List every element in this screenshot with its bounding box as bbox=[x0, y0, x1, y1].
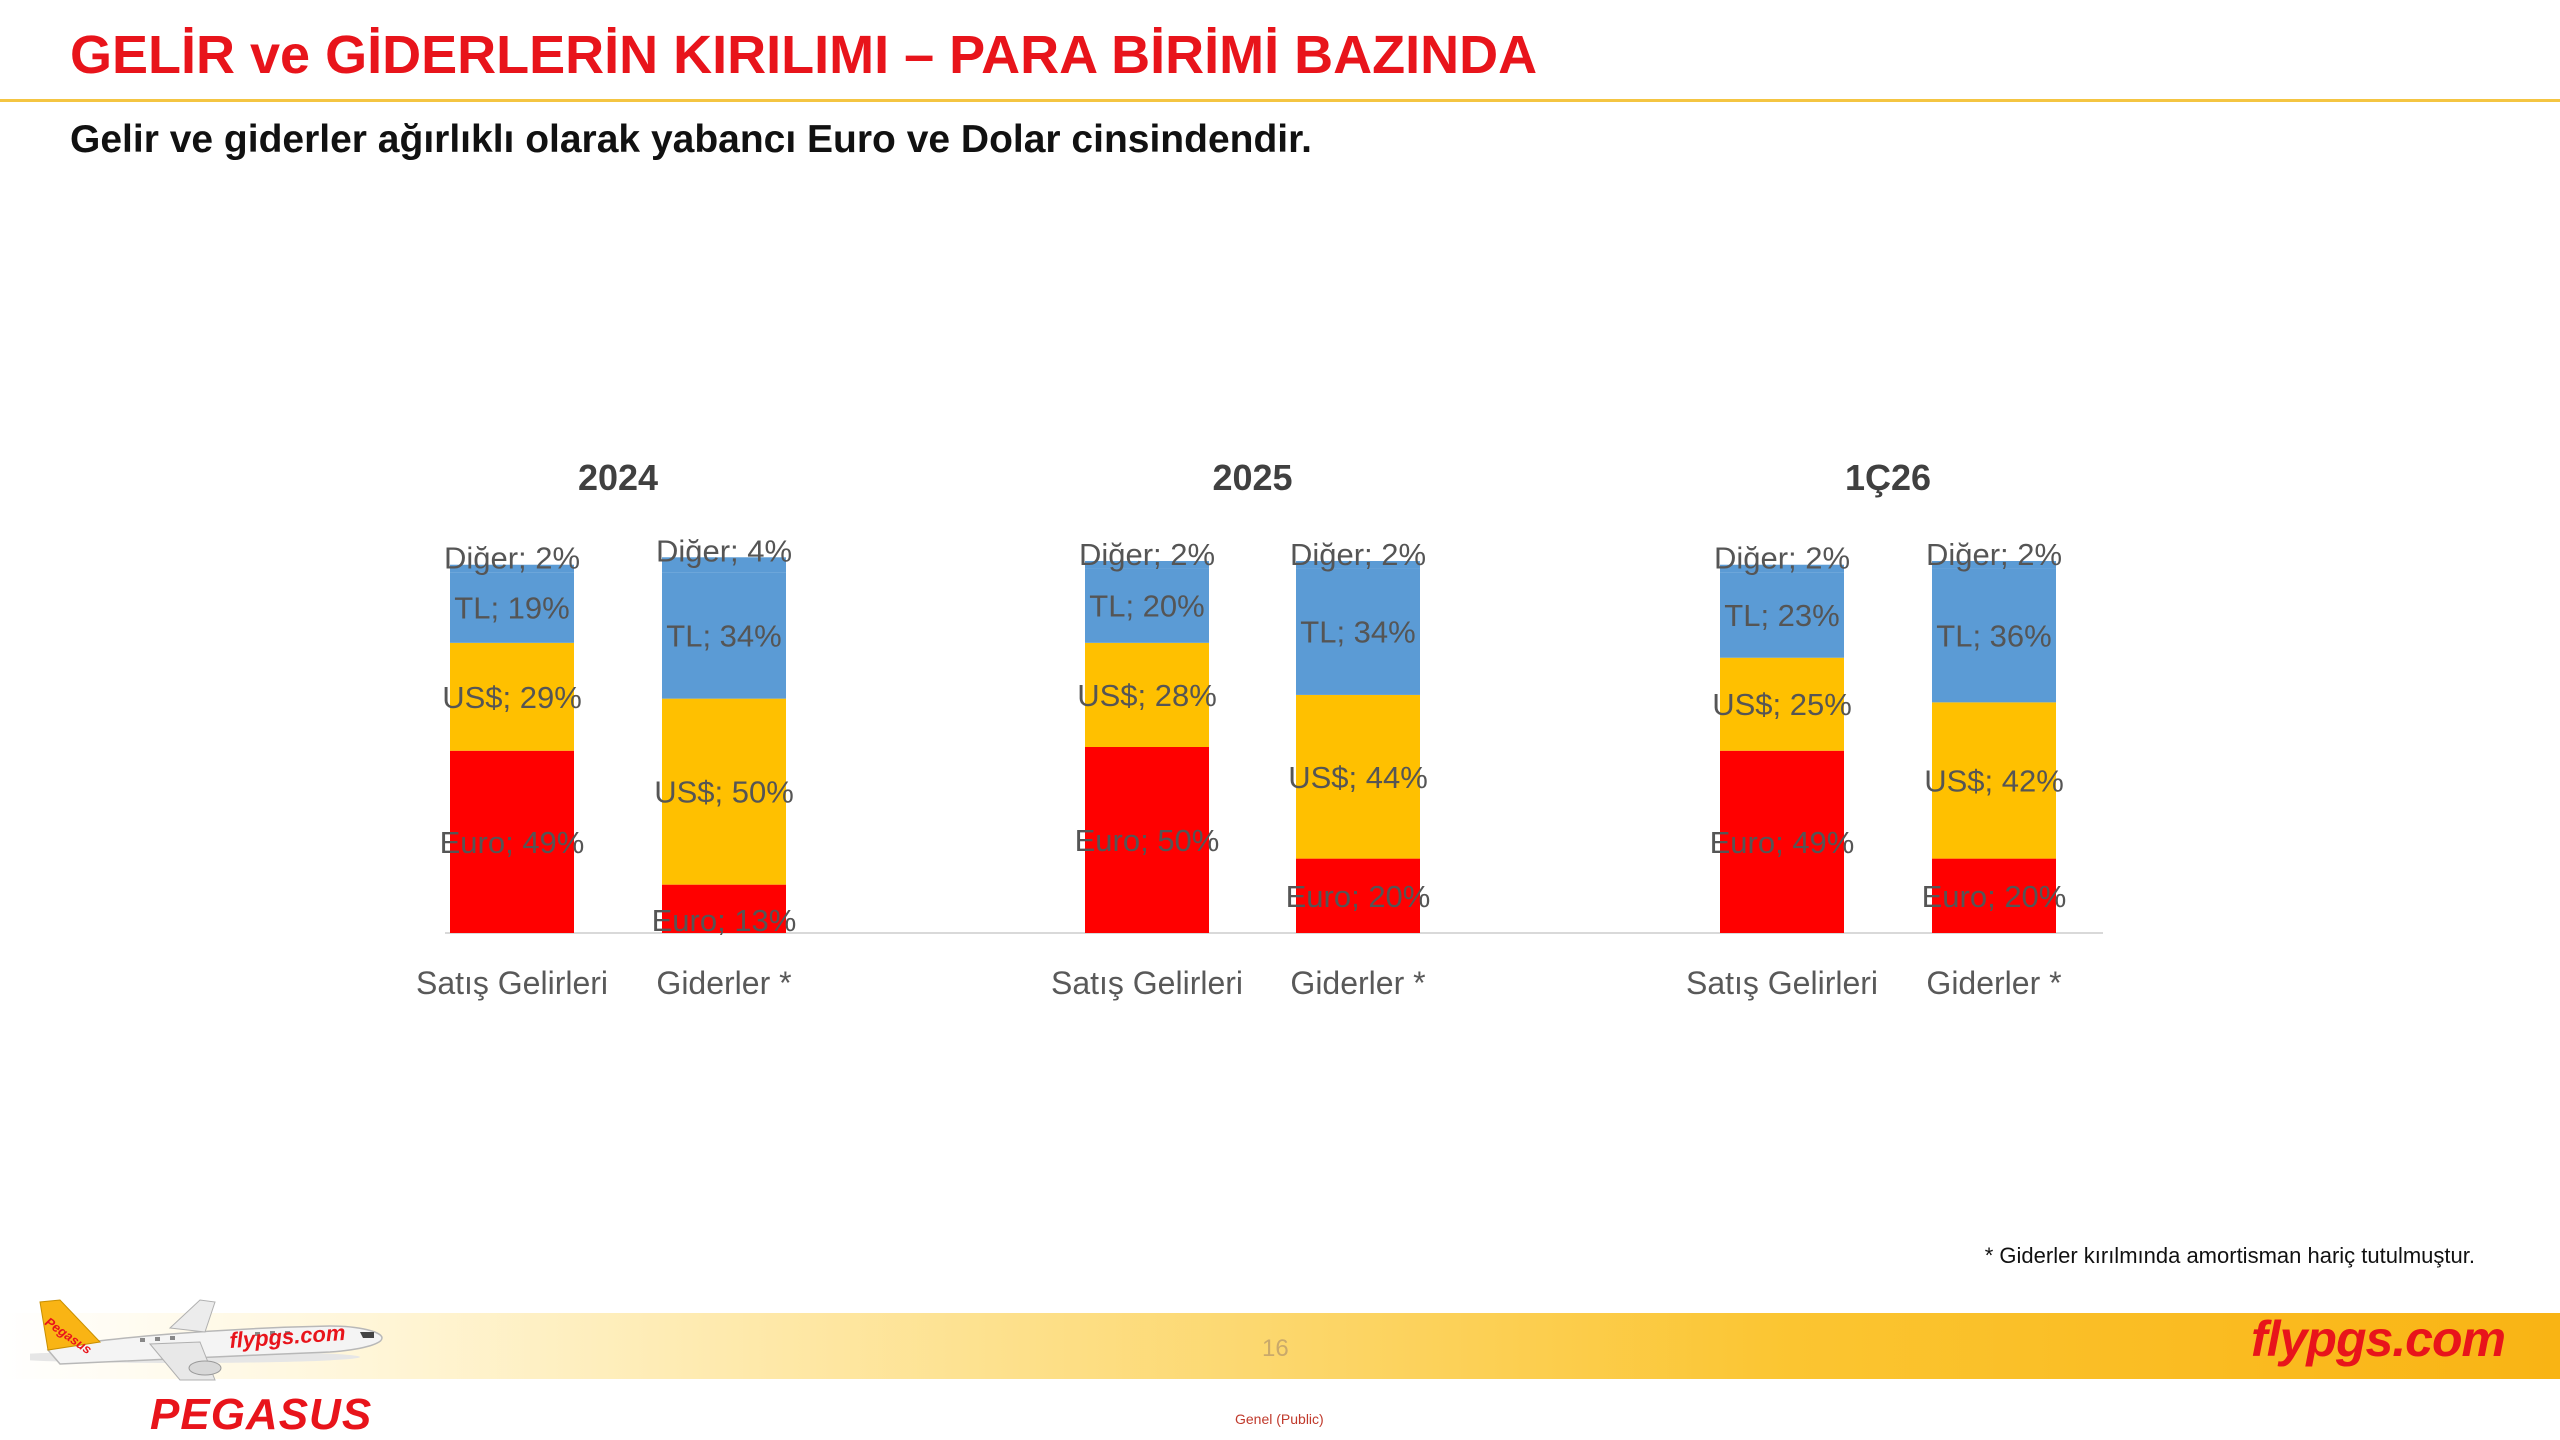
bar-segment-2024-giderler-us bbox=[662, 698, 786, 885]
bar-segment-1c26-satis-gelirleri-us bbox=[1720, 657, 1844, 751]
page-subtitle: Gelir ve giderler ağırlıklı olarak yaban… bbox=[70, 118, 1312, 161]
data-label-2024-giderler-diger: Diğer; 4% bbox=[656, 533, 792, 568]
data-label-2025-satis-gelirleri-tl: TL; 20% bbox=[1089, 589, 1204, 624]
data-label-2025-satis-gelirleri-euro: Euro; 50% bbox=[1075, 823, 1220, 858]
bar-segment-2024-giderler-diger bbox=[662, 557, 786, 573]
data-label-2025-giderler-us: US$; 44% bbox=[1288, 760, 1428, 795]
data-label-1c26-giderler-us: US$; 42% bbox=[1924, 763, 2064, 798]
bar-segment-2025-giderler-euro bbox=[1296, 858, 1420, 933]
data-label-1c26-giderler-euro: Euro; 20% bbox=[1922, 879, 2067, 914]
data-label-2024-giderler-us: US$; 50% bbox=[654, 775, 794, 810]
brand-wordmark: PEGASUS bbox=[150, 1390, 373, 1439]
pegasus-logo: flypgs.com Pegasus PEGASUS bbox=[0, 1280, 400, 1440]
data-label-1c26-satis-gelirleri-us: US$; 25% bbox=[1712, 687, 1852, 722]
bar-segment-2024-giderler-euro bbox=[662, 884, 786, 933]
data-label-2024-satis-gelirleri-tl: TL; 19% bbox=[454, 591, 569, 626]
group-title-2025: 2025 bbox=[1212, 457, 1292, 498]
data-label-1c26-satis-gelirleri-tl: TL; 23% bbox=[1724, 598, 1839, 633]
data-label-2024-satis-gelirleri-diger: Diğer; 2% bbox=[444, 541, 580, 576]
data-label-2024-giderler-euro: Euro; 13% bbox=[652, 903, 797, 938]
data-label-2025-giderler-diger: Diğer; 2% bbox=[1290, 537, 1426, 572]
bar-segment-2025-giderler-us bbox=[1296, 694, 1420, 859]
airplane-icon: flypgs.com Pegasus bbox=[0, 1299, 383, 1381]
bar-segment-1c26-satis-gelirleri-diger bbox=[1720, 564, 1844, 573]
data-label-1c26-giderler-tl: TL; 36% bbox=[1936, 618, 2051, 653]
data-label-1c26-giderler-diger: Diğer; 2% bbox=[1926, 537, 2062, 572]
bar-segment-1c26-giderler-euro bbox=[1932, 858, 2056, 933]
bar-segment-2024-satis-gelirleri-diger bbox=[450, 564, 574, 573]
bar-segment-2025-giderler-diger bbox=[1296, 561, 1420, 569]
bar-segment-2024-satis-gelirleri-euro bbox=[450, 750, 574, 933]
category-label-2025-giderler: Giderler * bbox=[1290, 965, 1425, 1001]
bar-segment-1c26-giderler-us bbox=[1932, 702, 2056, 859]
data-label-2025-giderler-tl: TL; 34% bbox=[1300, 615, 1415, 650]
category-label-2024-satis-gelirleri: Satış Gelirleri bbox=[416, 965, 608, 1001]
classification-label: Genel (Public) bbox=[1235, 1411, 1324, 1427]
page-title: GELİR ve GİDERLERİN KIRILIMI – PARA BİRİ… bbox=[70, 25, 1538, 85]
bar-segment-1c26-satis-gelirleri-euro bbox=[1720, 750, 1844, 933]
group-title-2024: 2024 bbox=[578, 457, 658, 498]
bar-segment-1c26-giderler-tl bbox=[1932, 568, 2056, 703]
data-label-2025-giderler-euro: Euro; 20% bbox=[1286, 879, 1431, 914]
group-title-1c26: 1Ç26 bbox=[1845, 457, 1931, 498]
data-label-2024-giderler-tl: TL; 34% bbox=[666, 618, 781, 653]
data-label-2024-satis-gelirleri-us: US$; 29% bbox=[442, 680, 582, 715]
data-label-2025-satis-gelirleri-diger: Diğer; 2% bbox=[1079, 537, 1215, 572]
bar-segment-2024-giderler-tl bbox=[662, 572, 786, 699]
category-label-1c26-satis-gelirleri: Satış Gelirleri bbox=[1686, 965, 1878, 1001]
title-divider bbox=[0, 99, 2560, 102]
footer-website: flypgs.com bbox=[2251, 1311, 2506, 1367]
category-label-2024-giderler: Giderler * bbox=[656, 965, 791, 1001]
footnote: * Giderler kırılmında amortisman hariç t… bbox=[1984, 1243, 2475, 1268]
page-number: 16 bbox=[1262, 1335, 1289, 1362]
bar-segment-2025-satis-gelirleri-us bbox=[1085, 642, 1209, 747]
data-label-2024-satis-gelirleri-euro: Euro; 49% bbox=[440, 825, 585, 860]
bar-segment-1c26-satis-gelirleri-tl bbox=[1720, 572, 1844, 658]
bar-segment-2024-satis-gelirleri-us bbox=[450, 642, 574, 751]
bar-segment-2025-satis-gelirleri-diger bbox=[1085, 561, 1209, 569]
bar-segment-2025-satis-gelirleri-tl bbox=[1085, 568, 1209, 643]
bar-segment-2025-satis-gelirleri-euro bbox=[1085, 747, 1209, 933]
bar-segment-1c26-giderler-diger bbox=[1932, 561, 2056, 569]
category-label-2025-satis-gelirleri: Satış Gelirleri bbox=[1051, 965, 1243, 1001]
data-label-1c26-satis-gelirleri-euro: Euro; 49% bbox=[1710, 825, 1855, 860]
category-label-1c26-giderler: Giderler * bbox=[1926, 965, 2061, 1001]
footer-band bbox=[0, 1313, 2560, 1379]
data-label-1c26-satis-gelirleri-diger: Diğer; 2% bbox=[1714, 541, 1850, 576]
data-label-2025-satis-gelirleri-us: US$; 28% bbox=[1077, 678, 1217, 713]
bar-segment-2025-giderler-tl bbox=[1296, 568, 1420, 695]
bar-segment-2024-satis-gelirleri-tl bbox=[450, 572, 574, 643]
